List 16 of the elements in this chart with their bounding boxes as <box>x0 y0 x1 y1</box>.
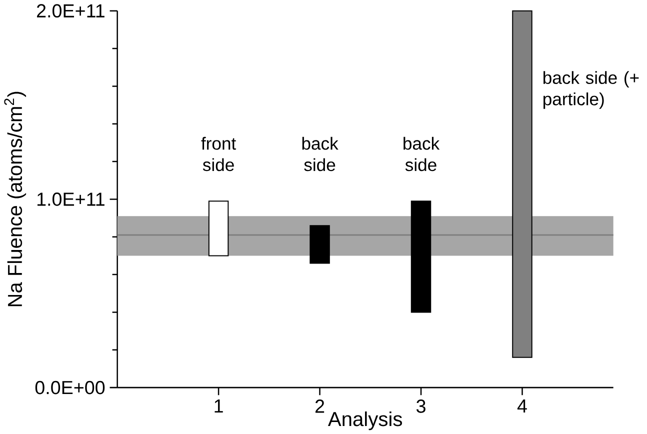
y-tick-label: 2.0E+11 <box>37 4 104 18</box>
x-tick-label: 4 <box>517 399 527 412</box>
bar <box>410 200 432 313</box>
bar <box>310 224 330 264</box>
bar <box>208 200 229 256</box>
annotation: back side (+ particle) <box>544 70 639 109</box>
y-tick-label: 0.0E+00 <box>35 380 105 394</box>
annotation: front side <box>201 136 236 171</box>
x-tick-label: 3 <box>416 399 426 413</box>
y-tick-label: 1.0E+11 <box>38 192 104 206</box>
x-tick-label: 2 <box>315 399 324 413</box>
annotation: back side <box>302 136 338 171</box>
y-axis-title: Na Fluence (atoms/cm$^{2}$) <box>4 92 26 306</box>
annotation: back side <box>404 136 440 171</box>
x-tick-label: 1 <box>214 399 223 412</box>
x-axis-title: Analysis <box>328 411 402 430</box>
